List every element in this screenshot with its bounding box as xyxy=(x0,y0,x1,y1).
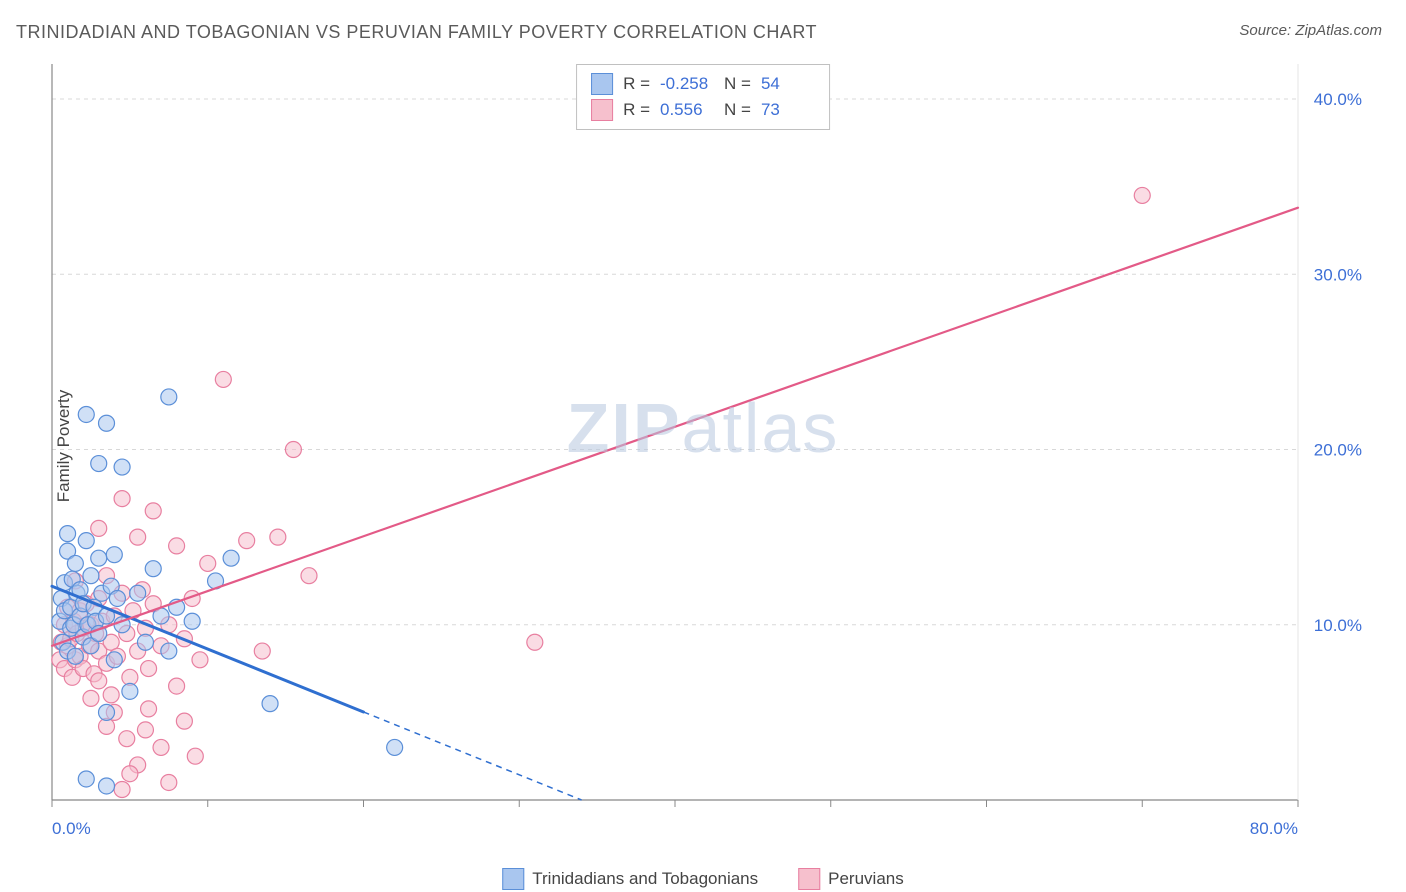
swatch-series-0 xyxy=(502,868,524,890)
series-label-1: Peruvians xyxy=(828,869,904,889)
legend-row-series-0: R = -0.258 N = 54 xyxy=(591,71,815,97)
correlation-legend: R = -0.258 N = 54 R = 0.556 N = 73 xyxy=(576,64,830,130)
series-label-0: Trinidadians and Tobagonians xyxy=(532,869,758,889)
svg-text:40.0%: 40.0% xyxy=(1314,90,1362,109)
n-value-0: 54 xyxy=(761,71,815,97)
legend-item-1: Peruvians xyxy=(798,868,904,890)
source-prefix: Source: xyxy=(1239,22,1295,39)
svg-text:80.0%: 80.0% xyxy=(1250,819,1298,838)
chart-title: TRINIDADIAN AND TOBAGONIAN VS PERUVIAN F… xyxy=(16,22,817,43)
plot-area: 10.0% 20.0% 30.0% 40.0% 0.0% 80.0% xyxy=(48,60,1368,840)
legend-item-0: Trinidadians and Tobagonians xyxy=(502,868,758,890)
svg-text:10.0%: 10.0% xyxy=(1314,616,1362,635)
svg-text:20.0%: 20.0% xyxy=(1314,441,1362,460)
swatch-series-0 xyxy=(591,73,613,95)
chart-svg: 10.0% 20.0% 30.0% 40.0% 0.0% 80.0% xyxy=(48,60,1368,840)
source-name: ZipAtlas.com xyxy=(1295,22,1382,39)
r-value-1: 0.556 xyxy=(660,97,714,123)
n-value-1: 73 xyxy=(761,97,815,123)
svg-text:30.0%: 30.0% xyxy=(1314,265,1362,284)
source-credit: Source: ZipAtlas.com xyxy=(1239,22,1382,39)
r-label: R = xyxy=(623,97,650,123)
n-label: N = xyxy=(724,71,751,97)
chart-container: TRINIDADIAN AND TOBAGONIAN VS PERUVIAN F… xyxy=(0,0,1406,892)
swatch-series-1 xyxy=(591,99,613,121)
series-legend: Trinidadians and Tobagonians Peruvians xyxy=(502,868,904,890)
swatch-series-1 xyxy=(798,868,820,890)
svg-text:0.0%: 0.0% xyxy=(52,819,91,838)
n-label: N = xyxy=(724,97,751,123)
r-label: R = xyxy=(623,71,650,97)
r-value-0: -0.258 xyxy=(660,71,714,97)
legend-row-series-1: R = 0.556 N = 73 xyxy=(591,97,815,123)
